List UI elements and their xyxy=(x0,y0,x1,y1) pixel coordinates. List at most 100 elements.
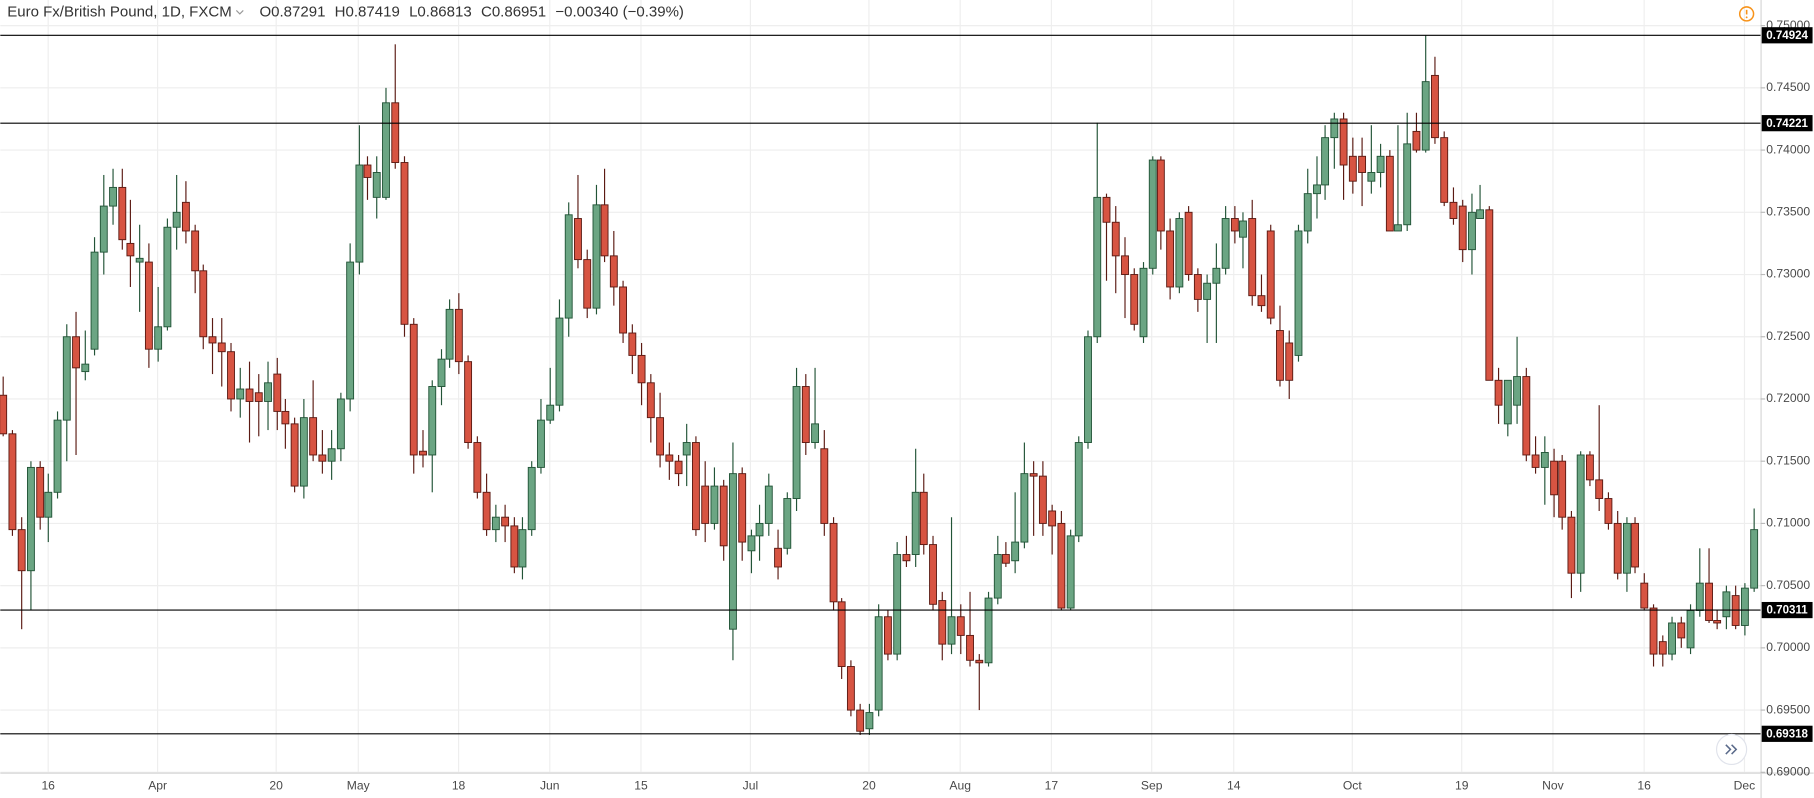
candle-body xyxy=(428,386,437,456)
candle-body xyxy=(947,616,956,645)
candle-body xyxy=(719,485,728,547)
x-tick-label: Dec xyxy=(1734,779,1756,793)
candle-body xyxy=(264,382,272,402)
candle-body xyxy=(1686,610,1695,649)
candle-body xyxy=(454,308,463,363)
candle-body xyxy=(53,419,62,493)
candle-body xyxy=(738,473,747,543)
candle-body xyxy=(8,433,17,531)
x-tick-label: 15 xyxy=(634,779,648,793)
candle-body xyxy=(1266,230,1275,319)
candle-body xyxy=(1285,342,1294,381)
candle-body xyxy=(583,259,592,309)
scroll-circle[interactable] xyxy=(1715,733,1748,766)
candle-body xyxy=(254,392,263,402)
candle-body xyxy=(1121,255,1129,275)
y-tick-label: 0.71500 xyxy=(1766,453,1810,467)
candle-body xyxy=(1057,522,1066,609)
candle-body xyxy=(1550,460,1559,496)
info-circle[interactable] xyxy=(1738,6,1755,22)
candle-body xyxy=(902,554,911,562)
candle-body xyxy=(911,491,920,555)
candle-body xyxy=(628,332,637,356)
x-tick-label: 20 xyxy=(269,779,283,793)
candle-body xyxy=(1722,591,1731,618)
candle-body xyxy=(1513,376,1521,406)
scroll-button[interactable] xyxy=(1715,733,1748,766)
candle-body xyxy=(1020,473,1029,543)
candle-body xyxy=(299,417,308,487)
candle-body xyxy=(747,535,756,552)
candle-body xyxy=(391,102,400,163)
candle-body xyxy=(729,473,737,630)
candle-body xyxy=(445,308,454,360)
ohlc-label: O xyxy=(259,4,271,21)
x-tick-label: Oct xyxy=(1343,779,1362,793)
grid xyxy=(0,0,1761,773)
x-tick-label: Aug xyxy=(949,779,971,793)
candle-body xyxy=(893,554,902,655)
candle-body xyxy=(1558,460,1567,518)
candle-body xyxy=(1203,282,1212,300)
candle-body xyxy=(1695,582,1704,611)
candle-body xyxy=(281,410,290,425)
level-label-box xyxy=(1761,27,1813,44)
candle-body xyxy=(966,634,974,661)
candle-body xyxy=(1221,218,1230,269)
candle-body xyxy=(273,373,282,412)
candle-body xyxy=(1230,218,1239,232)
candle-body xyxy=(1029,473,1038,477)
candle-body xyxy=(1668,622,1676,655)
candle-body xyxy=(1595,479,1604,499)
candle-body xyxy=(62,336,71,421)
candle-body xyxy=(363,164,372,178)
candle-body xyxy=(81,363,90,373)
candle-body xyxy=(856,709,865,732)
candle-body xyxy=(181,201,190,232)
candle-body xyxy=(1394,224,1402,232)
candle-body xyxy=(1740,587,1749,626)
x-tick-label: 17 xyxy=(1045,779,1059,793)
candle-body xyxy=(17,529,26,572)
x-tick-label: 16 xyxy=(1637,779,1651,793)
candle-body xyxy=(163,226,172,328)
candle-body xyxy=(518,529,527,568)
candle-body xyxy=(574,218,582,261)
candle-body xyxy=(1576,454,1585,574)
candle-body xyxy=(975,659,984,664)
candle-body xyxy=(783,498,792,549)
candle-body xyxy=(382,102,390,198)
candle-body xyxy=(1066,535,1075,609)
candle-body xyxy=(491,516,500,531)
candle-body xyxy=(1485,209,1494,381)
candle-body xyxy=(1658,641,1667,655)
candle-body xyxy=(1449,201,1458,219)
scroll-arrows[interactable] xyxy=(1725,744,1738,755)
candle-body xyxy=(600,204,609,257)
candle-body xyxy=(1468,211,1476,251)
candle-body xyxy=(1303,193,1312,232)
candle-body xyxy=(1276,330,1284,381)
candle-body xyxy=(1604,498,1613,524)
candle-body xyxy=(126,242,135,257)
y-tick-label: 0.73500 xyxy=(1766,205,1810,219)
candle-body xyxy=(1339,118,1348,166)
y-tick-label: 0.70500 xyxy=(1766,578,1810,592)
candle-body xyxy=(527,466,536,531)
candle-body xyxy=(546,404,555,421)
candle-body xyxy=(692,442,700,531)
info-icon[interactable] xyxy=(1738,6,1755,22)
candle-body xyxy=(1130,274,1139,325)
candle-body xyxy=(665,454,674,462)
candle-body xyxy=(837,601,846,667)
candle-body xyxy=(1705,582,1713,621)
y-tick-label: 0.72500 xyxy=(1766,329,1810,343)
candle-body xyxy=(710,485,719,524)
info-dot[interactable] xyxy=(1745,16,1748,19)
candle-body xyxy=(1421,81,1430,151)
level-label: 0.74221 xyxy=(1766,118,1808,130)
y-tick-label: 0.70000 xyxy=(1766,640,1810,654)
candle-body xyxy=(829,522,838,603)
candle-body xyxy=(1294,230,1303,356)
candle-body xyxy=(437,358,446,387)
